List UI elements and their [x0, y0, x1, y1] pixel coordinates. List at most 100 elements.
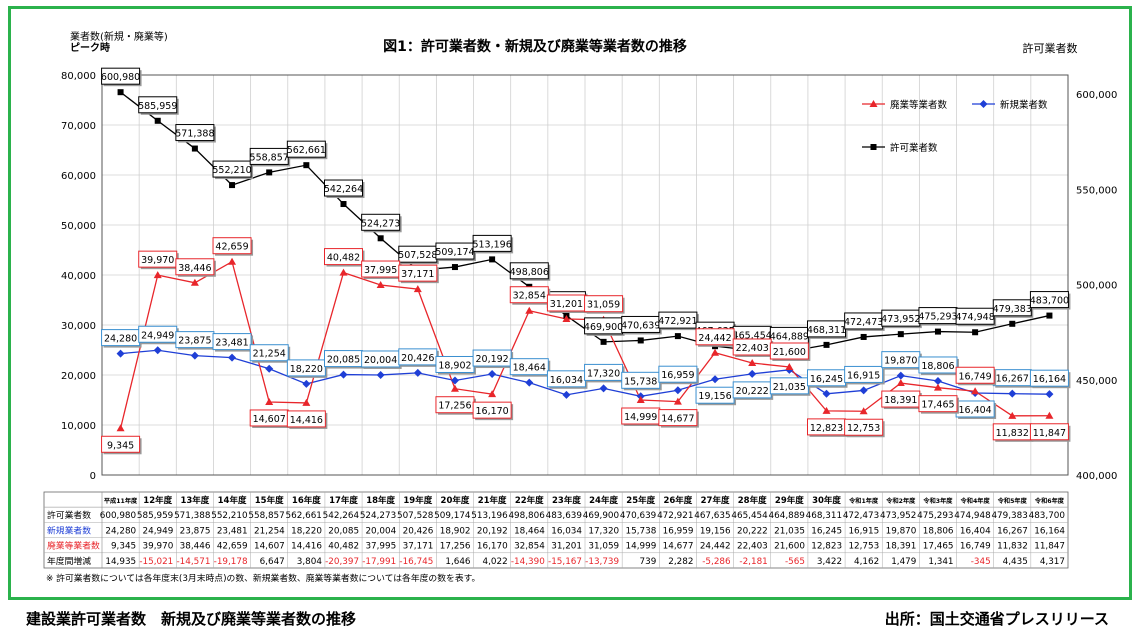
- label-closed-box: [398, 264, 438, 282]
- table-header-year: 23年度: [552, 495, 581, 506]
- table-cell: 4,022: [483, 557, 508, 567]
- label-new: 16,404: [958, 405, 991, 416]
- table-cell: 14,416: [291, 542, 322, 552]
- label-new: 20,222: [736, 386, 769, 397]
- label-closed: 17,256: [438, 401, 471, 412]
- label-closed: 37,171: [401, 269, 434, 280]
- table-cell: 11,832: [997, 542, 1028, 552]
- series-closed-point: [228, 257, 237, 265]
- label-closed: 14,416: [290, 415, 323, 426]
- label-permits: 472,473: [844, 317, 883, 328]
- series-new-point: [190, 351, 199, 360]
- table-cell: 2,282: [668, 557, 693, 567]
- table-cell: 483,700: [1029, 511, 1066, 521]
- table-cell: 16,245: [811, 526, 842, 536]
- table-cell: -14,571: [176, 557, 210, 567]
- label-permits: 542,264: [324, 184, 363, 195]
- series-permits-point: [1009, 320, 1016, 327]
- label-new: 16,267: [996, 374, 1029, 385]
- table-cell: 19,156: [700, 526, 731, 536]
- table-cell: 498,806: [508, 511, 545, 521]
- label-closed: 38,446: [178, 263, 211, 274]
- legend-closed-label: 廃業等業者数: [890, 99, 948, 111]
- table-cell: 31,059: [588, 542, 619, 552]
- label-new: 19,870: [884, 356, 917, 367]
- label-closed: 14,999: [624, 412, 657, 423]
- label-permits-box: [509, 262, 549, 280]
- label-new: 16,034: [550, 375, 583, 386]
- label-permits: 585,959: [138, 101, 177, 112]
- y-tick-left: 0: [90, 471, 96, 482]
- series-new-point: [1045, 390, 1054, 399]
- table-cell: 24,442: [700, 542, 731, 552]
- label-closed: 31,059: [587, 300, 620, 311]
- table-cell: -20,397: [325, 557, 359, 567]
- series-closed-point: [525, 306, 534, 314]
- legend-closed-marker: [869, 100, 878, 107]
- label-permits-box: [175, 124, 215, 142]
- label-permits-box: [1029, 291, 1069, 309]
- label-permits: 475,293: [918, 312, 957, 323]
- table-header-year: 28年度: [738, 495, 767, 506]
- table-row-label: 新規業者数: [47, 524, 91, 536]
- table-cell: -14,390: [511, 557, 545, 567]
- label-permits: 600,980: [101, 72, 140, 83]
- series-closed-point: [413, 285, 422, 293]
- label-closed: 31,201: [550, 299, 583, 310]
- series-closed-point: [450, 384, 459, 392]
- series-closed-point: [153, 271, 162, 279]
- label-new-box: [286, 359, 326, 377]
- series-closed-point: [339, 268, 348, 276]
- table-cell: 16,404: [960, 526, 991, 536]
- label-permits: 558,857: [250, 152, 289, 163]
- table-cell: 1,341: [928, 557, 953, 567]
- series-permits-point: [117, 89, 124, 96]
- table-header-year: 22年度: [515, 495, 544, 506]
- series-closed-point: [376, 281, 385, 289]
- table-cell: 23,875: [180, 526, 211, 536]
- series-permits-point: [191, 145, 198, 152]
- table-header-year: 29年度: [775, 495, 804, 506]
- data-table: [43, 491, 1069, 569]
- table-cell: 17,320: [588, 526, 619, 536]
- label-new: 20,192: [475, 354, 508, 365]
- table-cell: 513,196: [471, 511, 508, 521]
- table-cell: 15,738: [626, 526, 657, 536]
- label-new: 20,004: [364, 355, 397, 366]
- label-new: 23,875: [178, 336, 211, 347]
- series-closed-point: [302, 398, 311, 406]
- table-cell: 14,607: [254, 542, 285, 552]
- series-new-point: [933, 376, 942, 385]
- table-row-label: 許可業者数: [47, 509, 91, 521]
- table-cell: 37,171: [403, 542, 434, 552]
- y-tick-left: 10,000: [61, 421, 96, 432]
- label-permits: 474,948: [955, 312, 994, 323]
- table-cell: 509,174: [434, 511, 471, 521]
- right-axis-title: 許可業者数: [1023, 42, 1078, 55]
- table-cell: 1,479: [891, 557, 916, 567]
- series-closed-point: [116, 424, 125, 432]
- label-permits: 470,639: [621, 320, 660, 331]
- series-new-line: [120, 349, 1050, 397]
- label-new-box: [509, 358, 549, 376]
- table-cell: 600,980: [100, 511, 137, 521]
- label-closed: 37,995: [364, 265, 397, 276]
- table-cell: 479,383: [991, 511, 1027, 521]
- table-header-year: 令和4年度: [960, 497, 991, 505]
- label-closed-box: [101, 435, 141, 453]
- table-cell: 38,446: [180, 542, 211, 552]
- label-closed-box: [584, 295, 624, 313]
- table-cell: -19,178: [214, 557, 248, 567]
- table-cell: 22,403: [737, 542, 768, 552]
- table-cell: 16,034: [551, 526, 582, 536]
- label-new: 20,426: [401, 353, 434, 364]
- series-permits-point: [451, 264, 458, 271]
- label-closed: 22,403: [736, 343, 769, 354]
- series-new-point: [228, 353, 237, 362]
- label-new: 16,245: [810, 374, 843, 385]
- label-closed-box: [955, 366, 995, 384]
- label-closed-box: [769, 342, 809, 360]
- table-cell: -345: [971, 557, 991, 567]
- table-header-year: 平成11年度: [104, 497, 138, 505]
- series-new-point: [673, 386, 682, 395]
